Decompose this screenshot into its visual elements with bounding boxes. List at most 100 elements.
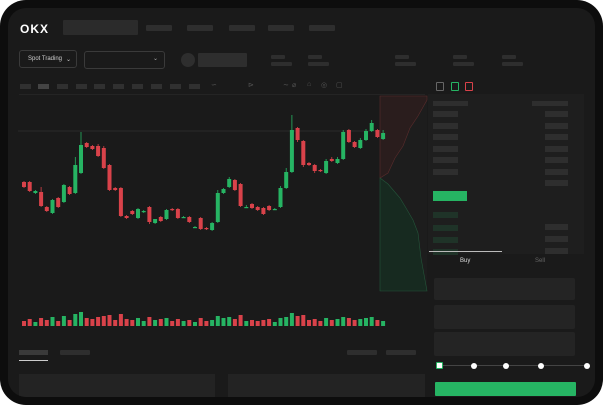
line-icon[interactable]: ∽ — [211, 82, 217, 89]
volume-bar — [307, 320, 311, 326]
ask-price — [433, 157, 458, 163]
nav-item[interactable] — [229, 25, 255, 31]
nav-item[interactable] — [309, 25, 335, 31]
ask-size — [545, 134, 568, 140]
total-input[interactable] — [434, 332, 575, 356]
buy-button[interactable] — [435, 382, 576, 396]
filter-button[interactable] — [347, 350, 377, 355]
orderbook-asks-icon[interactable] — [465, 82, 473, 91]
candle — [295, 128, 300, 140]
slider-stop[interactable] — [471, 363, 477, 369]
candle — [232, 180, 237, 190]
volume-bar — [44, 320, 49, 326]
candle — [255, 207, 260, 210]
search-bar[interactable] — [63, 20, 138, 35]
candle — [193, 227, 197, 229]
depth-chart — [379, 95, 428, 292]
candle — [61, 185, 66, 202]
slider-stop[interactable] — [503, 363, 509, 369]
candle — [250, 204, 254, 208]
timeframe-button[interactable] — [38, 84, 49, 89]
eye-icon[interactable]: ◎ — [321, 82, 328, 89]
slider-handle[interactable] — [436, 362, 443, 369]
candle — [329, 159, 334, 161]
volume-bar — [187, 320, 192, 326]
timeframe-button[interactable] — [151, 84, 162, 89]
slider-stop[interactable] — [538, 363, 544, 369]
timeframe-button[interactable] — [113, 84, 124, 89]
tab-order-history[interactable] — [60, 350, 90, 355]
slider-track[interactable] — [438, 365, 588, 366]
candle — [141, 211, 146, 213]
orderbook-bids-icon[interactable] — [451, 82, 459, 91]
okx-logo[interactable]: OKX — [20, 22, 50, 36]
candle — [39, 192, 44, 206]
filter-button[interactable] — [386, 350, 416, 355]
volume-bar — [358, 319, 363, 326]
magnet-icon[interactable]: ⌂ — [307, 81, 312, 88]
trading-mode-select[interactable]: Spot Trading ⌄ — [19, 50, 77, 68]
volume-bar — [79, 312, 83, 326]
candle — [381, 133, 386, 139]
nav-item[interactable] — [187, 25, 213, 31]
timeframe-button[interactable] — [170, 84, 181, 89]
indicator-icon[interactable]: ⊳ — [248, 82, 254, 89]
candlestick-chart[interactable] — [8, 8, 595, 397]
volume-bar — [369, 317, 374, 326]
orderbook-both-icon[interactable] — [436, 82, 444, 91]
candle — [352, 142, 357, 147]
candle — [50, 200, 55, 213]
trading-screen: OKX Spot Trading ⌄ ⌄ ∽ ⊳ ∼ ⌀ ⌂ ◎ ▢ — [8, 8, 595, 397]
candle — [130, 211, 135, 214]
pair-select[interactable]: ⌄ — [84, 51, 165, 69]
tab-open-orders[interactable] — [19, 350, 48, 355]
timeframe-button[interactable] — [76, 84, 87, 89]
volume-bar — [364, 318, 368, 326]
tab-sell[interactable]: Sell — [535, 258, 546, 264]
stat-label — [502, 55, 516, 59]
volume-bar — [22, 321, 26, 326]
candle — [341, 132, 346, 159]
candle — [101, 148, 106, 168]
volume-bar — [261, 320, 266, 326]
candle — [44, 207, 49, 211]
bid-price — [433, 225, 458, 231]
depth-asks — [379, 95, 428, 179]
timeframe-button[interactable] — [132, 84, 143, 89]
ask-price — [433, 134, 458, 140]
timeframe-button[interactable] — [189, 84, 200, 89]
screenshot-icon[interactable]: ▢ — [336, 82, 343, 89]
tab-buy[interactable]: Buy — [460, 258, 471, 264]
candle — [267, 206, 272, 210]
slider-stop[interactable] — [584, 363, 590, 369]
timeframe-button[interactable] — [20, 84, 31, 89]
candle — [84, 143, 89, 147]
candle — [136, 209, 140, 218]
price-input[interactable] — [434, 278, 575, 300]
volume-bar — [113, 320, 118, 326]
candle — [238, 184, 243, 206]
wave-icon[interactable]: ∼ — [283, 82, 289, 89]
volume-bar — [50, 317, 55, 326]
volume-bar — [118, 314, 123, 326]
timeframe-button[interactable] — [94, 84, 105, 89]
candle — [278, 188, 283, 207]
volume-bar — [210, 320, 215, 326]
stat-value — [395, 62, 416, 66]
bid-size — [545, 224, 568, 230]
nav-item[interactable] — [268, 25, 294, 31]
volume-bar — [227, 317, 232, 326]
pair-price — [198, 53, 247, 67]
volume-bar — [67, 320, 72, 326]
ruler-icon[interactable]: ⌀ — [292, 82, 297, 89]
bottom-panel-right — [228, 374, 425, 397]
timeframe-button[interactable] — [57, 84, 68, 89]
ask-price — [433, 146, 458, 152]
nav-item[interactable] — [146, 25, 172, 31]
amount-input[interactable] — [434, 305, 575, 329]
volume-bar — [295, 316, 300, 326]
chevron-down-icon: ⌄ — [152, 56, 158, 62]
bid-price — [433, 249, 458, 255]
candle — [335, 159, 340, 163]
